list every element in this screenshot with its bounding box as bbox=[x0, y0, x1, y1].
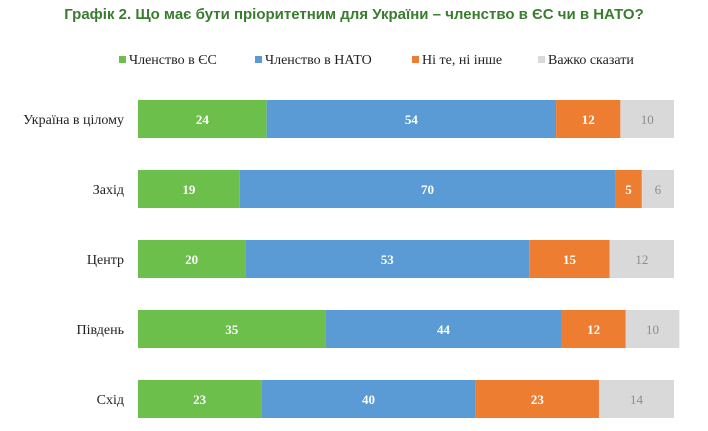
bar-segment-3-0 bbox=[138, 310, 326, 348]
bar-segment-1-2 bbox=[615, 170, 642, 208]
data-label-2-3: 12 bbox=[635, 252, 648, 267]
data-label-2-1: 53 bbox=[381, 252, 395, 267]
legend-swatch-1 bbox=[255, 56, 262, 63]
legend-swatch-3 bbox=[538, 56, 545, 63]
bar-segment-2-3 bbox=[609, 240, 674, 278]
data-label-0-3: 10 bbox=[641, 112, 654, 127]
bar-segment-1-0 bbox=[138, 170, 240, 208]
data-label-3-3: 10 bbox=[646, 322, 659, 337]
data-label-2-0: 20 bbox=[185, 252, 198, 267]
category-label-2: Центр bbox=[87, 253, 124, 268]
data-label-4-0: 23 bbox=[193, 392, 207, 407]
data-label-0-0: 24 bbox=[196, 112, 210, 127]
bar-segment-4-3 bbox=[598, 380, 674, 418]
bar-segment-0-2 bbox=[556, 100, 621, 138]
data-label-3-2: 12 bbox=[587, 322, 600, 337]
data-label-4-3: 14 bbox=[630, 392, 644, 407]
bar-segment-4-1 bbox=[261, 380, 476, 418]
data-label-0-1: 54 bbox=[405, 112, 419, 127]
category-label-1: Захід bbox=[93, 183, 124, 198]
data-label-2-2: 15 bbox=[563, 252, 577, 267]
bar-segment-4-0 bbox=[138, 380, 262, 418]
bar-segment-0-3 bbox=[620, 100, 674, 138]
bar-segment-0-1 bbox=[266, 100, 557, 138]
legend-label-3: Важко сказати bbox=[548, 53, 634, 68]
bar-segment-4-2 bbox=[475, 380, 599, 418]
data-label-1-2: 5 bbox=[625, 182, 632, 197]
chart-title: Графік 2. Що має бути пріоритетним для У… bbox=[64, 6, 644, 23]
data-label-4-2: 23 bbox=[531, 392, 545, 407]
bar-segment-0-0 bbox=[138, 100, 267, 138]
bar-segment-1-1 bbox=[239, 170, 616, 208]
legend-label-2: Ні те, ні інше bbox=[422, 53, 502, 68]
bar-segment-3-3 bbox=[625, 310, 680, 348]
bar-segment-1-3 bbox=[641, 170, 674, 208]
bar-segment-2-2 bbox=[529, 240, 610, 278]
legend-swatch-0 bbox=[119, 56, 126, 63]
category-label-0: Україна в цілому bbox=[23, 113, 124, 128]
data-label-3-1: 44 bbox=[437, 322, 451, 337]
data-label-1-3: 6 bbox=[655, 182, 662, 197]
data-label-3-0: 35 bbox=[225, 322, 239, 337]
data-label-1-0: 19 bbox=[182, 182, 196, 197]
data-label-0-2: 12 bbox=[582, 112, 595, 127]
data-label-1-1: 70 bbox=[421, 182, 434, 197]
legend-swatch-2 bbox=[412, 56, 419, 63]
data-label-4-1: 40 bbox=[362, 392, 375, 407]
bar-segment-3-1 bbox=[325, 310, 562, 348]
bar-segment-2-1 bbox=[245, 240, 530, 278]
bar-segment-3-2 bbox=[561, 310, 626, 348]
legend-label-0: Членство в ЄС bbox=[129, 53, 217, 68]
category-label-4: Схід bbox=[97, 393, 124, 408]
legend-label-1: Членство в НАТО bbox=[265, 53, 372, 68]
category-label-3: Південь bbox=[77, 323, 124, 338]
bar-segment-2-0 bbox=[138, 240, 246, 278]
